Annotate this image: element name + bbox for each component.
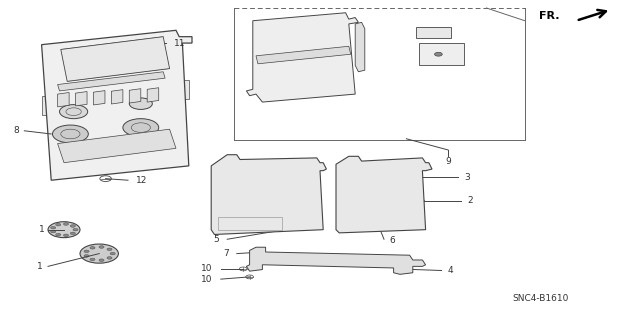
Circle shape: [123, 119, 159, 137]
Circle shape: [358, 177, 378, 187]
Circle shape: [240, 179, 259, 188]
Text: SNC4-B1610: SNC4-B1610: [512, 294, 568, 303]
Polygon shape: [58, 72, 165, 91]
Circle shape: [107, 256, 112, 259]
Text: 4: 4: [448, 266, 454, 275]
Circle shape: [107, 248, 112, 251]
Polygon shape: [256, 46, 351, 64]
Text: 7: 7: [223, 249, 229, 258]
Circle shape: [381, 202, 400, 211]
Circle shape: [70, 232, 76, 235]
Polygon shape: [61, 37, 170, 81]
Circle shape: [52, 125, 88, 143]
Polygon shape: [246, 247, 426, 274]
Circle shape: [90, 258, 95, 261]
Circle shape: [84, 250, 89, 253]
Circle shape: [48, 222, 80, 238]
Text: 1: 1: [39, 225, 44, 234]
Text: 1: 1: [37, 262, 42, 271]
Text: 11: 11: [174, 39, 186, 48]
Text: 12: 12: [136, 176, 147, 185]
Polygon shape: [111, 90, 123, 104]
Polygon shape: [42, 96, 48, 115]
Text: 2: 2: [467, 197, 473, 205]
Circle shape: [110, 252, 115, 255]
Polygon shape: [76, 92, 87, 106]
Text: 6: 6: [389, 236, 395, 245]
Circle shape: [259, 252, 261, 253]
Circle shape: [70, 225, 76, 227]
Polygon shape: [129, 89, 141, 103]
Circle shape: [90, 247, 95, 249]
Polygon shape: [355, 22, 365, 72]
Text: 8: 8: [13, 126, 19, 135]
Circle shape: [51, 230, 56, 233]
Text: 10: 10: [201, 264, 212, 273]
Polygon shape: [93, 91, 105, 105]
Bar: [218, 191, 269, 217]
Circle shape: [56, 223, 61, 226]
Text: 10: 10: [201, 275, 212, 284]
Circle shape: [51, 226, 56, 229]
Circle shape: [266, 204, 285, 214]
Text: 3: 3: [464, 173, 470, 182]
Polygon shape: [42, 30, 192, 180]
Text: 5: 5: [213, 235, 219, 244]
Polygon shape: [211, 155, 326, 234]
Polygon shape: [253, 251, 264, 256]
Circle shape: [232, 174, 268, 192]
Circle shape: [254, 254, 257, 255]
Circle shape: [60, 105, 88, 119]
Polygon shape: [147, 88, 159, 102]
Circle shape: [63, 223, 68, 225]
Circle shape: [73, 228, 78, 231]
Circle shape: [99, 259, 104, 262]
Circle shape: [435, 52, 442, 56]
Circle shape: [84, 255, 89, 257]
Polygon shape: [182, 80, 189, 99]
Polygon shape: [58, 93, 69, 107]
Polygon shape: [336, 156, 432, 233]
Circle shape: [350, 173, 386, 191]
Bar: [419, 43, 464, 65]
Polygon shape: [246, 13, 358, 102]
Polygon shape: [58, 129, 176, 163]
Circle shape: [80, 244, 118, 263]
Text: FR.: FR.: [540, 11, 560, 21]
Circle shape: [372, 198, 408, 216]
Circle shape: [129, 98, 152, 109]
Circle shape: [63, 234, 68, 237]
Bar: [416, 27, 451, 38]
Circle shape: [99, 246, 104, 248]
Bar: [342, 190, 394, 215]
Bar: [218, 217, 282, 230]
Circle shape: [56, 234, 61, 236]
Circle shape: [257, 200, 293, 218]
Circle shape: [259, 254, 261, 255]
Circle shape: [254, 252, 257, 253]
Text: 9: 9: [445, 157, 451, 166]
